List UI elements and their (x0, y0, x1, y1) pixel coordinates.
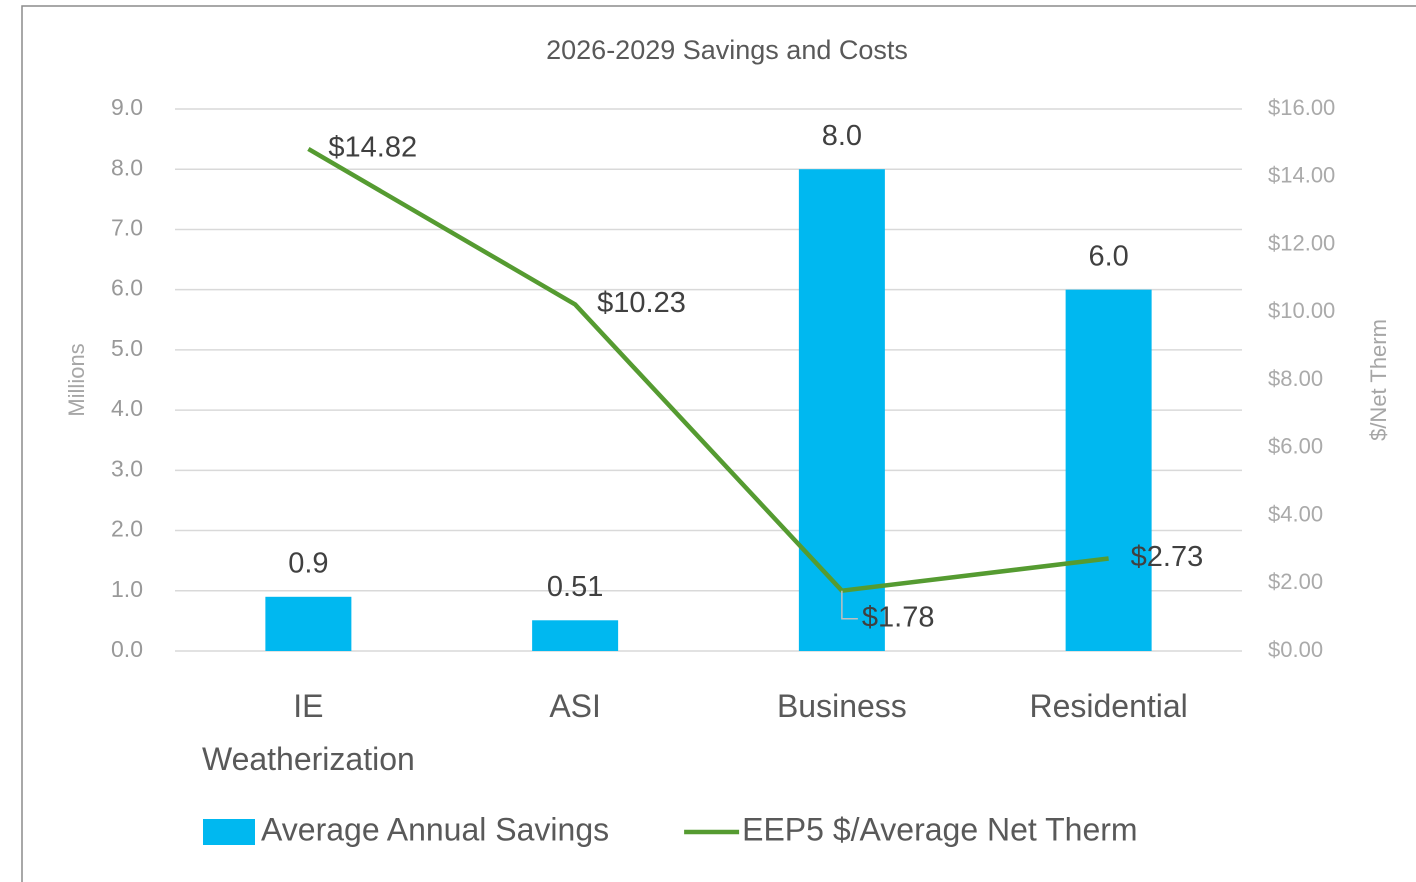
line-value-label: $1.78 (862, 601, 935, 633)
bar-value-label: 8.0 (822, 120, 862, 152)
y2-tick-label: $8.00 (1268, 366, 1323, 391)
leader-line (841, 590, 858, 620)
y-tick-label: 5.0 (111, 335, 143, 361)
bar-value-label: 6.0 (1088, 240, 1128, 272)
bar-value-label: 0.51 (547, 571, 603, 603)
y2-tick-label: $4.00 (1268, 501, 1323, 526)
y2-axis-title: $/Net Therm (1366, 319, 1391, 441)
y2-tick-label: $12.00 (1268, 230, 1335, 255)
line-value-label: $2.73 (1131, 541, 1204, 573)
y-tick-label: 1.0 (111, 576, 143, 602)
y2-tick-label: $0.00 (1268, 637, 1323, 662)
y-tick-label: 6.0 (111, 275, 143, 301)
y-axis-title: Millions (64, 343, 89, 416)
y-tick-label: 8.0 (111, 154, 143, 180)
bar (532, 620, 619, 651)
chart-frame (21, 5, 1416, 882)
y-tick-label: 2.0 (111, 516, 143, 542)
x-tick-label: Business (776, 688, 907, 724)
y-tick-label: 9.0 (111, 94, 143, 120)
y2-tick-label: $2.00 (1268, 569, 1323, 594)
legend-label: Average Annual Savings (261, 811, 609, 847)
bar (1065, 289, 1152, 651)
chart-title: 2026-2029 Savings and Costs (546, 35, 908, 65)
legend-label: EEP5 $/Average Net Therm (742, 811, 1137, 847)
y2-tick-label: $10.00 (1268, 298, 1335, 323)
y-tick-label: 0.0 (111, 636, 143, 662)
legend-swatch (203, 819, 255, 845)
x-tick-label: Residential (1029, 688, 1188, 724)
line-value-label: $14.82 (328, 132, 417, 164)
y-tick-label: 4.0 (111, 395, 143, 421)
y2-tick-label: $14.00 (1268, 163, 1335, 188)
y2-tick-label: $16.00 (1268, 95, 1335, 120)
y2-tick-label: $6.00 (1268, 434, 1323, 459)
y-tick-label: 7.0 (111, 215, 143, 241)
x-tick-label: ASI (549, 688, 601, 724)
bar (798, 169, 885, 651)
y-tick-label: 3.0 (111, 455, 143, 481)
x-tick-label: IE Weatherization (201, 688, 415, 777)
line-series (307, 147, 1109, 593)
line-value-label: $10.23 (597, 287, 686, 319)
bar-value-label: 0.9 (288, 547, 328, 579)
bar (265, 596, 352, 651)
